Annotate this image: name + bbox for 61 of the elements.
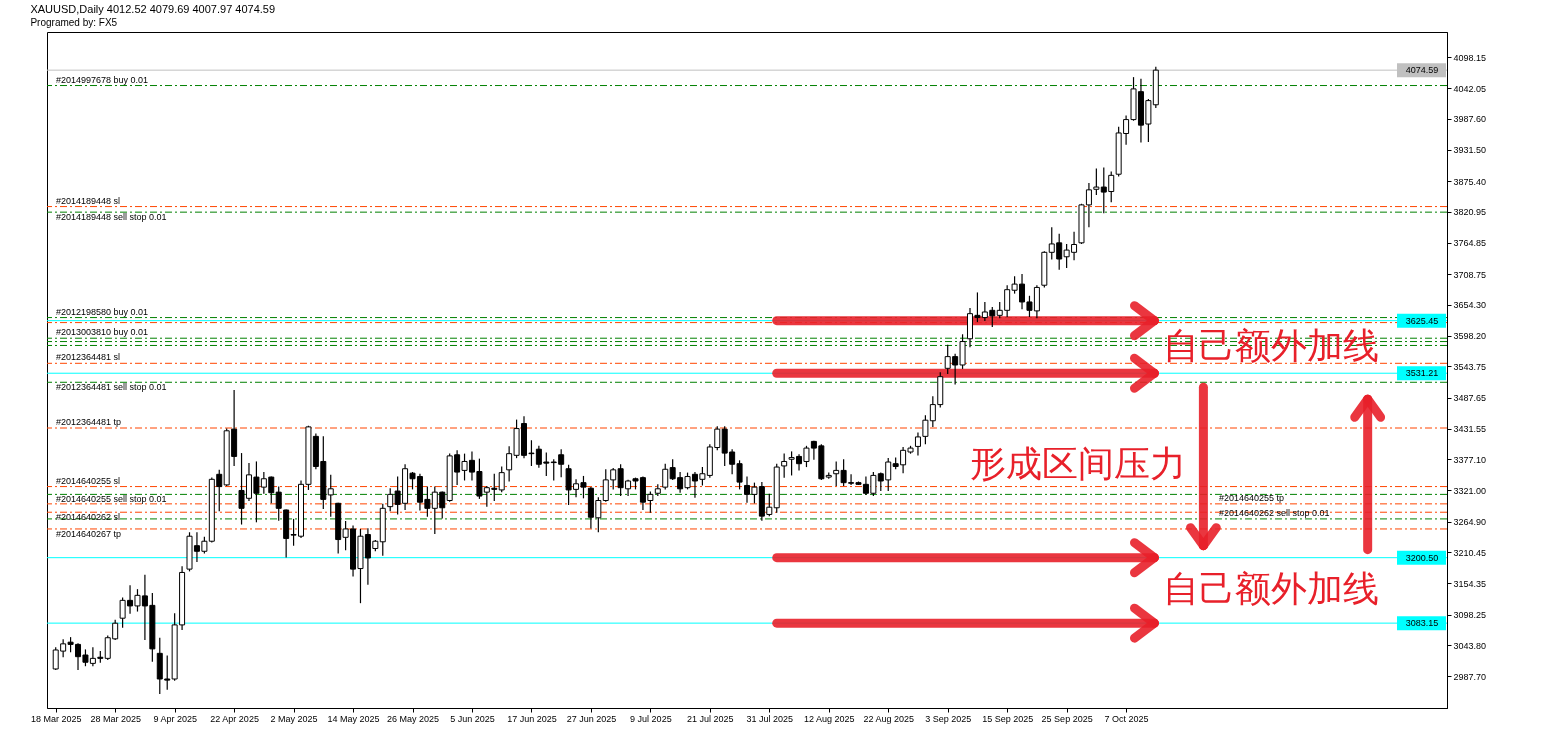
y-tick-label: 3154.35 bbox=[1453, 578, 1487, 589]
ref-line-label: 3531.21 bbox=[1405, 368, 1439, 379]
y-tick-label: 4042.05 bbox=[1453, 83, 1487, 94]
x-tick-label: 31 Jul 2025 bbox=[746, 713, 794, 724]
y-tick-label: 3210.45 bbox=[1453, 547, 1487, 558]
x-tick-label: 27 Jun 2025 bbox=[566, 713, 617, 724]
x-tick-label: 18 Mar 2025 bbox=[30, 713, 82, 724]
y-tick-label: 3264.90 bbox=[1453, 517, 1487, 528]
y-tick-label: 3987.60 bbox=[1453, 114, 1487, 125]
y-tick-label: 3377.10 bbox=[1453, 454, 1487, 465]
ref-line-label: #2014640255 tp bbox=[1219, 492, 1285, 503]
ref-line-label: #2012198580 buy 0.01 bbox=[55, 306, 149, 317]
y-tick-label: 3820.95 bbox=[1453, 207, 1487, 218]
ref-line-label: #2012364481 sl bbox=[55, 352, 121, 363]
x-tick-label: 9 Jul 2025 bbox=[630, 713, 672, 724]
y-tick-label: 3654.30 bbox=[1453, 300, 1487, 311]
annotation: 形成区间压力 bbox=[969, 443, 1186, 485]
x-tick-label: 22 Apr 2025 bbox=[210, 713, 259, 724]
x-tick-label: 26 May 2025 bbox=[386, 713, 440, 724]
x-tick-label: 7 Oct 2025 bbox=[1104, 713, 1149, 724]
x-tick-label: 14 May 2025 bbox=[327, 713, 380, 724]
y-tick-label: 3543.75 bbox=[1453, 361, 1487, 372]
chart-title: XAUUSD,Daily 4012.52 4079.69 4007.97 4074.59 bbox=[30, 3, 276, 15]
ref-line-label: 3083.15 bbox=[1405, 618, 1439, 629]
ref-line-label: 4074.59 bbox=[1405, 65, 1439, 76]
y-tick-label: 3431.55 bbox=[1453, 424, 1487, 435]
ref-line-label: #2012364481 tp bbox=[55, 417, 122, 428]
ref-line-label: #2014997678 buy 0.01 bbox=[55, 74, 149, 85]
x-tick-label: 15 Sep 2025 bbox=[982, 713, 1034, 724]
x-tick-label: 9 Apr 2025 bbox=[153, 713, 197, 724]
y-tick-label: 3098.25 bbox=[1453, 610, 1487, 621]
ref-line-label: #2013003810 buy 0.01 bbox=[55, 327, 149, 338]
y-tick-label: 3875.40 bbox=[1453, 176, 1487, 187]
y-tick-label: 2987.70 bbox=[1453, 671, 1487, 682]
ref-line-label: #2014640255 sell stop 0.01 bbox=[55, 494, 167, 505]
ref-line-label: #2014189448 sl bbox=[55, 195, 121, 206]
x-tick-label: 5 Jun 2025 bbox=[450, 713, 495, 724]
x-tick-label: 12 Aug 2025 bbox=[803, 713, 855, 724]
x-tick-label: 21 Jul 2025 bbox=[687, 713, 734, 724]
x-tick-label: 17 Jun 2025 bbox=[507, 713, 557, 724]
x-tick-label: 3 Sep 2025 bbox=[925, 713, 972, 724]
ref-line-label: 3200.50 bbox=[1405, 552, 1439, 563]
y-tick-label: 4098.15 bbox=[1453, 52, 1487, 63]
x-tick-label: 28 Mar 2025 bbox=[90, 713, 141, 724]
ref-line-label: 3625.45 bbox=[1405, 315, 1439, 326]
y-tick-label: 3321.00 bbox=[1453, 485, 1487, 496]
y-tick-label: 3931.50 bbox=[1453, 145, 1487, 156]
x-tick-label: 2 May 2025 bbox=[270, 713, 318, 724]
y-tick-label: 3487.65 bbox=[1453, 393, 1487, 404]
ref-line-label: #2014640255 sl bbox=[55, 475, 121, 486]
y-tick-label: 3598.20 bbox=[1453, 331, 1487, 342]
ref-line-label: #2014189448 sell stop 0.01 bbox=[55, 212, 167, 223]
ref-line-label: #2014640267 tp bbox=[55, 528, 122, 539]
y-tick-label: 3764.85 bbox=[1453, 238, 1487, 249]
y-tick-label: 3043.80 bbox=[1453, 640, 1487, 651]
x-tick-label: 22 Aug 2025 bbox=[863, 713, 915, 724]
annotation: 自己额外加线 bbox=[1163, 568, 1380, 610]
y-tick-label: 3708.75 bbox=[1453, 269, 1487, 280]
x-tick-label: 25 Sep 2025 bbox=[1041, 713, 1093, 724]
chart-subtitle: Programed by: FX5 bbox=[30, 17, 118, 28]
ref-line-label: #2012364481 sell stop 0.01 bbox=[55, 382, 167, 393]
